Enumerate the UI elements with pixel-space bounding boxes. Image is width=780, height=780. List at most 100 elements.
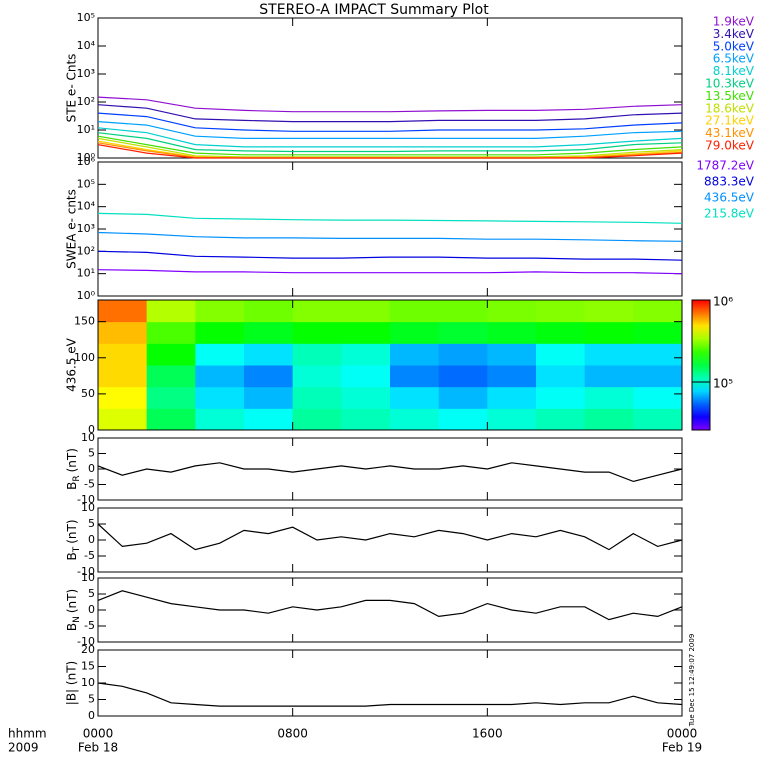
heatmap-cell: [390, 321, 440, 344]
legend-entry: 8.1keV: [713, 64, 755, 78]
heatmap-cell: [292, 343, 342, 366]
series-line: [97, 112, 683, 132]
y-tick-label: -5: [84, 478, 95, 491]
series-line: [97, 132, 683, 153]
series-line: [97, 462, 683, 483]
y-label-main: B: [65, 482, 79, 490]
heatmap-cell: [633, 321, 683, 344]
y-tick-label: 10⁵: [77, 177, 95, 190]
y-tick-label: 10¹: [77, 267, 95, 280]
panel-frame: [97, 299, 683, 431]
heatmap-cell: [244, 386, 294, 409]
heatmap-cell: [438, 343, 488, 366]
heatmap-cell: [195, 343, 245, 366]
series-line: [97, 682, 683, 707]
y-tick-label: 5: [88, 447, 95, 460]
heatmap-cell: [292, 321, 342, 344]
heatmap-cell: [195, 408, 245, 431]
y-tick-label: 50: [81, 387, 95, 400]
series-line: [97, 127, 683, 148]
y-axis-label: 436.5 eV: [65, 337, 79, 392]
heatmap-cell: [146, 300, 196, 323]
heatmap-cell: [98, 365, 148, 388]
heatmap-cell: [536, 343, 586, 366]
heatmap-cell: [536, 408, 586, 431]
legend-entry: 18.6keV: [705, 101, 755, 115]
legend-entry: 1787.2eV: [696, 159, 754, 173]
heatmap-cell: [633, 386, 683, 409]
panel-frame: [97, 577, 683, 643]
series-line: [97, 231, 683, 242]
y-label-unit: (nT): [65, 519, 79, 543]
heatmap-cell: [390, 365, 440, 388]
heatmap-cell: [536, 300, 586, 323]
heatmap-cell: [584, 408, 634, 431]
y-tick-label: 10⁴: [77, 39, 96, 52]
heatmap-cell: [487, 408, 537, 431]
heatmap-cell: [633, 408, 683, 431]
heatmap-cell: [536, 321, 586, 344]
y-label-main: B: [65, 552, 79, 560]
y-label-unit: (nT): [65, 448, 79, 472]
heatmap-cell: [244, 408, 294, 431]
heatmap-cell: [195, 365, 245, 388]
end-date: Feb 19: [662, 741, 702, 755]
heatmap-cell: [292, 408, 342, 431]
timestamp: Tue Dec 15 12:49:07 2009: [688, 634, 696, 728]
heatmap-cell: [438, 321, 488, 344]
heatmap-cell: [195, 321, 245, 344]
legend-entry: 27.1keV: [705, 114, 755, 128]
y-label-sub: N: [72, 616, 82, 623]
y-tick-label: 10³: [77, 222, 95, 235]
colorbar-tick-label: 10⁵: [713, 377, 733, 391]
series-line: [97, 104, 683, 123]
heatmap-cell: [536, 365, 586, 388]
y-tick-label: 5: [88, 587, 95, 600]
series-line: [97, 137, 683, 158]
y-label-unit: (nT): [65, 589, 79, 613]
heatmap-cell: [390, 408, 440, 431]
y-axis-label: |B| (nT): [65, 661, 79, 705]
legend-entry: 215.8eV: [704, 207, 755, 221]
heatmap-cell: [341, 365, 391, 388]
heatmap-cell: [292, 386, 342, 409]
y-tick-label: 10⁰: [77, 151, 96, 164]
y-tick-label: -5: [84, 619, 95, 632]
y-axis-label: BR (nT): [65, 448, 82, 490]
y-tick-label: 10⁶: [77, 155, 96, 168]
heatmap-cell: [341, 408, 391, 431]
heatmap-cell: [244, 321, 294, 344]
heatmap-cell: [584, 365, 634, 388]
start-date: Feb 18: [78, 741, 118, 755]
heatmap-cell: [244, 365, 294, 388]
y-tick-label: -10: [77, 635, 95, 648]
y-tick-label: 10²: [77, 95, 95, 108]
legend-entry: 5.0keV: [713, 39, 755, 53]
y-tick-label: 10⁴: [77, 200, 96, 213]
heatmap-cell: [341, 343, 391, 366]
legend-entry: 1.9keV: [713, 15, 755, 29]
heatmap-cell: [536, 386, 586, 409]
y-tick-label: 0: [88, 709, 95, 722]
heatmap-cell: [438, 408, 488, 431]
panel-frame: [97, 649, 683, 717]
heatmap-cell: [487, 365, 537, 388]
year-label: 2009: [8, 741, 39, 755]
heatmap-cell: [292, 300, 342, 323]
y-tick-label: -10: [77, 493, 95, 506]
series-line: [97, 523, 683, 551]
legend-entry: 436.5eV: [704, 191, 755, 205]
heatmap-cell: [584, 321, 634, 344]
heatmap-cell: [146, 408, 196, 431]
heatmap-cell: [487, 321, 537, 344]
heatmap-cell: [438, 386, 488, 409]
plot-title: STEREO-A IMPACT Summary Plot: [259, 2, 489, 18]
y-tick-label: 10: [81, 501, 95, 514]
heatmap-cell: [98, 300, 148, 323]
y-label-sub: R: [72, 475, 82, 481]
heatmap-cell: [98, 321, 148, 344]
series-line: [97, 135, 683, 156]
heatmap-cell: [146, 321, 196, 344]
y-tick-label: 15: [81, 660, 95, 673]
